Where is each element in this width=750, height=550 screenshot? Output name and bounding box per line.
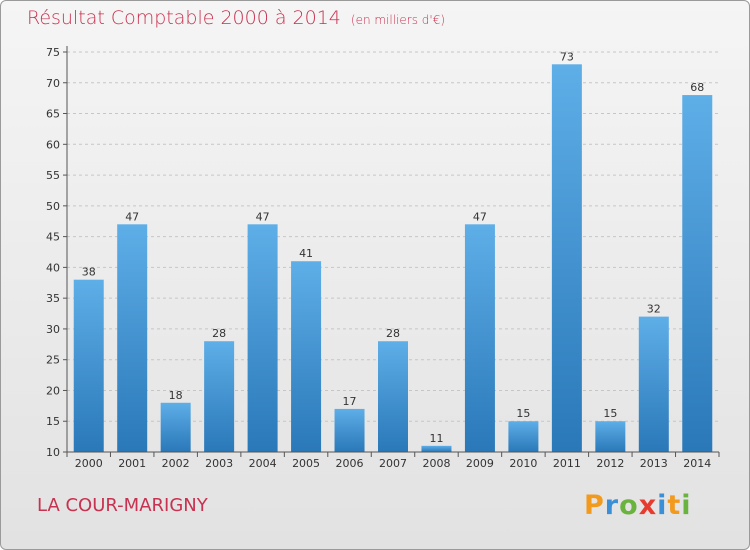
y-tick-label: 65 (46, 108, 60, 121)
y-tick-label: 30 (46, 323, 60, 336)
y-tick-label: 45 (46, 231, 60, 244)
x-tick-label: 2002 (162, 457, 190, 470)
bar-value-label: 68 (690, 81, 704, 94)
bar-value-label: 28 (212, 327, 226, 340)
chart-title-text: Résultat Comptable 2000 à 2014 (27, 7, 341, 29)
bar-value-label: 17 (343, 395, 357, 408)
bar-value-label: 47 (125, 210, 139, 223)
y-tick-label: 75 (46, 46, 60, 59)
bar-2010[interactable] (508, 421, 539, 452)
bar-value-label: 15 (516, 407, 530, 420)
x-tick-label: 2003 (205, 457, 233, 470)
chart-unit: (en milliers d'€) (350, 13, 446, 27)
x-tick-label: 2011 (553, 457, 581, 470)
bar-value-label: 73 (560, 50, 574, 63)
bar-2014[interactable] (682, 95, 713, 453)
x-tick-label: 2014 (683, 457, 711, 470)
bar-value-label: 11 (429, 432, 443, 445)
bar-2011[interactable] (551, 64, 582, 453)
x-tick-label: 2000 (75, 457, 103, 470)
bar-2006[interactable] (334, 408, 365, 452)
chart-title: Résultat Comptable 2000 à 2014 (en millie… (27, 7, 445, 29)
bar-value-label: 47 (473, 210, 487, 223)
bar-value-label: 18 (169, 389, 183, 402)
y-tick-label: 20 (46, 384, 60, 397)
x-tick-label: 2007 (379, 457, 407, 470)
x-tick-label: 2012 (596, 457, 624, 470)
x-tick-label: 2008 (422, 457, 450, 470)
bars: 38 47 18 28 47 41 17 28 11 47 15 73 15 32 68 (73, 50, 713, 453)
x-tick-label: 2009 (466, 457, 494, 470)
bar-2013[interactable] (638, 316, 669, 452)
y-tick-label: 40 (46, 261, 60, 274)
bar-value-label: 41 (299, 247, 313, 260)
y-tick-label: 25 (46, 354, 60, 367)
y-axis: 10 15 20 25 30 35 40 45 50 55 60 65 70 75 (46, 46, 68, 459)
bar-2007[interactable] (378, 341, 408, 452)
bar-2003[interactable] (204, 341, 235, 452)
y-tick-label: 10 (46, 446, 60, 459)
y-tick-label: 35 (46, 292, 60, 305)
x-tick-label: 2001 (118, 457, 146, 470)
y-tick-label: 70 (46, 77, 60, 90)
bar-value-label: 38 (82, 266, 96, 279)
bar-value-label: 15 (603, 407, 617, 420)
bar-2002[interactable] (160, 402, 191, 452)
bar-2004[interactable] (247, 224, 278, 452)
proxiti-logo[interactable]: Proxiti (584, 490, 692, 521)
x-axis: 2000 2001 2002 2003 2004 2005 2006 2007 2008 2009… (66, 451, 720, 470)
x-tick-label: 2005 (292, 457, 320, 470)
y-tick-label: 60 (46, 138, 60, 151)
x-tick-label: 2004 (249, 457, 277, 470)
bar-value-label: 28 (386, 327, 400, 340)
x-tick-label: 2013 (640, 457, 668, 470)
y-tick-label: 15 (46, 415, 60, 428)
x-tick-label: 2010 (509, 457, 537, 470)
bar-value-label: 32 (647, 303, 661, 316)
bar-value-label: 47 (256, 210, 270, 223)
x-tick-label: 2006 (336, 457, 364, 470)
location-label: LA COUR-MARIGNY (37, 495, 208, 516)
bar-2001[interactable] (117, 224, 148, 452)
bar-2008[interactable] (421, 445, 452, 452)
bar-2009[interactable] (464, 224, 495, 452)
bar-2012[interactable] (595, 421, 626, 452)
y-tick-label: 50 (46, 200, 60, 213)
bar-2005[interactable] (291, 261, 322, 452)
bar-2000[interactable] (73, 279, 104, 452)
y-tick-label: 55 (46, 169, 60, 182)
